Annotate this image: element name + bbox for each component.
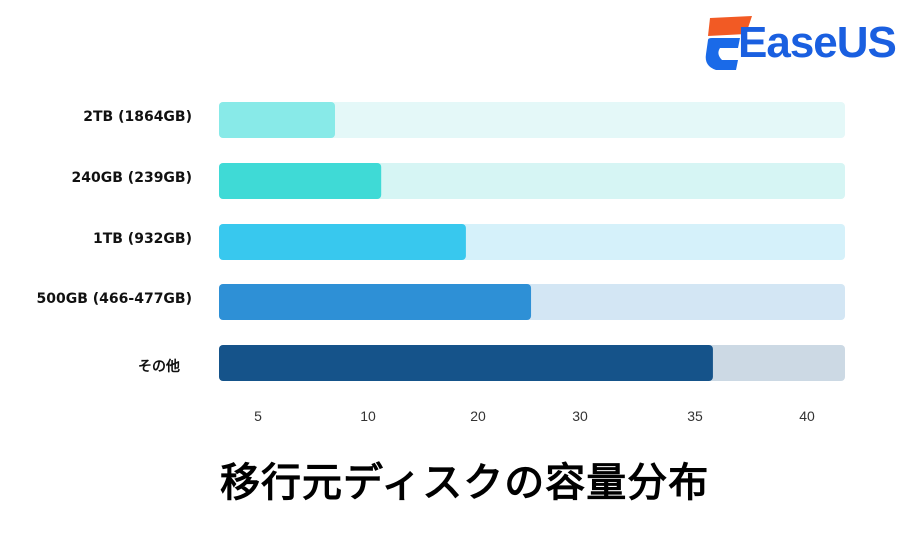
- category-label: 1TB (932GB): [92, 231, 192, 247]
- x-tick-label: 20: [470, 408, 486, 424]
- category-label: その他: [138, 359, 180, 375]
- x-tick-label: 40: [799, 408, 815, 424]
- logo-text: EaseUS: [738, 18, 897, 67]
- category-label: 500GB (466-477GB): [36, 291, 192, 307]
- easeus-logo: [705, 16, 752, 70]
- x-tick-label: 5: [254, 408, 262, 424]
- x-tick-label: 30: [572, 408, 588, 424]
- x-tick-label: 35: [687, 408, 703, 424]
- category-label: 2TB (1864GB): [83, 109, 192, 125]
- category-label: 240GB (239GB): [71, 170, 192, 186]
- x-tick-label: 10: [360, 408, 376, 424]
- bar-track: [219, 102, 845, 138]
- chart-title: 移行元ディスクの容量分布: [220, 460, 710, 506]
- bar: [219, 345, 713, 381]
- bar: [219, 163, 382, 199]
- bar: [219, 284, 532, 320]
- bar: [219, 102, 335, 138]
- bar: [219, 224, 466, 260]
